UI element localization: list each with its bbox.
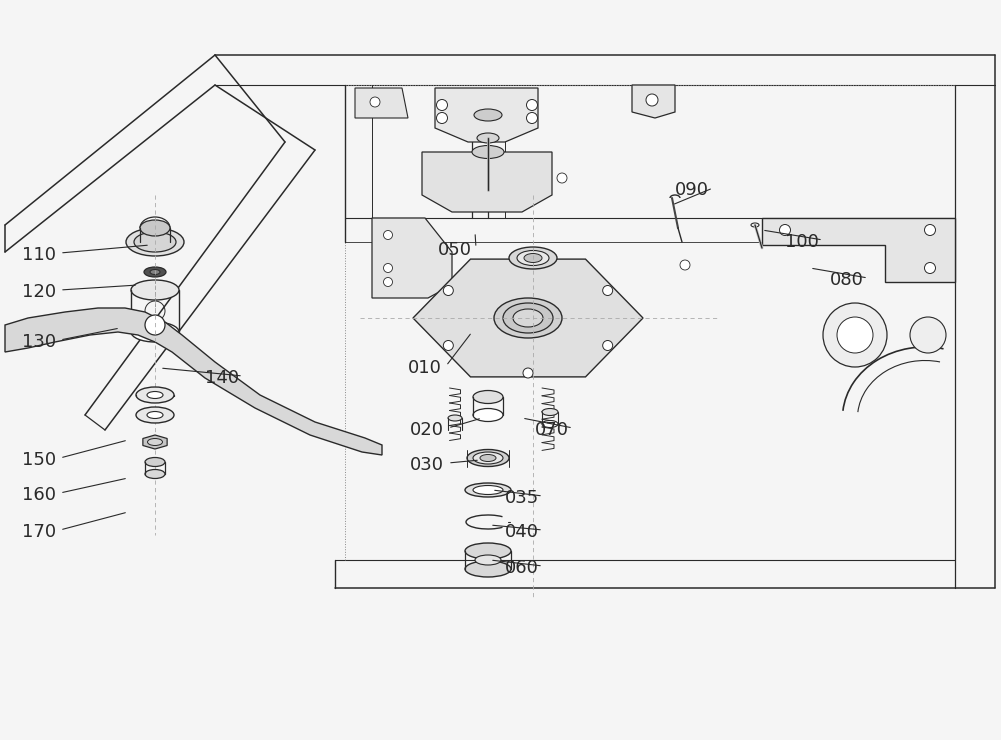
Ellipse shape <box>475 555 500 565</box>
Ellipse shape <box>131 322 179 342</box>
Text: 035: 035 <box>505 489 540 507</box>
Ellipse shape <box>465 483 511 497</box>
Circle shape <box>523 258 533 268</box>
Circle shape <box>383 278 392 286</box>
Ellipse shape <box>147 391 163 399</box>
Text: 040: 040 <box>505 523 539 541</box>
Circle shape <box>527 112 538 124</box>
Ellipse shape <box>473 485 503 494</box>
Circle shape <box>527 99 538 110</box>
Text: 090: 090 <box>675 181 709 199</box>
Text: 020: 020 <box>410 421 444 439</box>
Text: 160: 160 <box>22 486 56 504</box>
Circle shape <box>145 315 165 335</box>
Circle shape <box>646 94 658 106</box>
Ellipse shape <box>524 254 542 263</box>
Circle shape <box>383 230 392 240</box>
Ellipse shape <box>144 267 166 277</box>
Ellipse shape <box>126 228 184 256</box>
Text: 050: 050 <box>438 241 472 259</box>
Ellipse shape <box>494 298 562 338</box>
Circle shape <box>837 317 873 353</box>
Circle shape <box>436 99 447 110</box>
Ellipse shape <box>136 407 174 423</box>
Ellipse shape <box>467 449 509 466</box>
Circle shape <box>925 224 936 235</box>
Ellipse shape <box>145 457 165 466</box>
Polygon shape <box>5 308 382 455</box>
Polygon shape <box>355 88 408 118</box>
Ellipse shape <box>134 232 176 252</box>
Ellipse shape <box>477 133 499 143</box>
Ellipse shape <box>140 220 170 236</box>
Polygon shape <box>413 259 643 377</box>
Circle shape <box>557 173 567 183</box>
Circle shape <box>436 112 447 124</box>
Polygon shape <box>422 152 552 212</box>
Ellipse shape <box>542 420 558 428</box>
Ellipse shape <box>480 454 496 462</box>
Text: 070: 070 <box>535 421 569 439</box>
Ellipse shape <box>147 439 162 445</box>
Text: 060: 060 <box>505 559 539 577</box>
Ellipse shape <box>473 408 503 422</box>
Polygon shape <box>435 88 538 142</box>
Polygon shape <box>143 435 167 449</box>
Text: 100: 100 <box>785 233 819 251</box>
Ellipse shape <box>542 408 558 415</box>
Circle shape <box>780 224 791 235</box>
Circle shape <box>370 97 380 107</box>
Text: 140: 140 <box>205 369 239 387</box>
Ellipse shape <box>465 561 511 577</box>
Text: 110: 110 <box>22 246 56 264</box>
Ellipse shape <box>131 280 179 300</box>
Polygon shape <box>632 85 675 118</box>
Text: 010: 010 <box>408 359 441 377</box>
Ellipse shape <box>474 109 502 121</box>
Text: 130: 130 <box>22 333 56 351</box>
Circle shape <box>925 263 936 274</box>
Ellipse shape <box>503 303 553 333</box>
Ellipse shape <box>509 247 557 269</box>
Polygon shape <box>762 218 955 282</box>
Ellipse shape <box>448 415 462 421</box>
Text: 120: 120 <box>22 283 56 301</box>
Text: 030: 030 <box>410 456 444 474</box>
Ellipse shape <box>513 309 543 327</box>
Circle shape <box>603 286 613 295</box>
Circle shape <box>910 317 946 353</box>
Polygon shape <box>372 218 452 298</box>
Circle shape <box>680 260 690 270</box>
Ellipse shape <box>136 387 174 403</box>
Circle shape <box>523 368 533 378</box>
Text: 170: 170 <box>22 523 56 541</box>
Ellipse shape <box>145 469 165 479</box>
Ellipse shape <box>465 543 511 559</box>
Ellipse shape <box>472 146 504 158</box>
Circle shape <box>443 340 453 351</box>
Circle shape <box>823 303 887 367</box>
Ellipse shape <box>517 251 549 266</box>
Text: 080: 080 <box>830 271 864 289</box>
Circle shape <box>603 340 613 351</box>
Text: 150: 150 <box>22 451 56 469</box>
Circle shape <box>443 286 453 295</box>
Ellipse shape <box>147 411 163 419</box>
Ellipse shape <box>473 391 503 403</box>
Ellipse shape <box>473 452 503 464</box>
Circle shape <box>383 263 392 272</box>
Ellipse shape <box>150 269 160 275</box>
